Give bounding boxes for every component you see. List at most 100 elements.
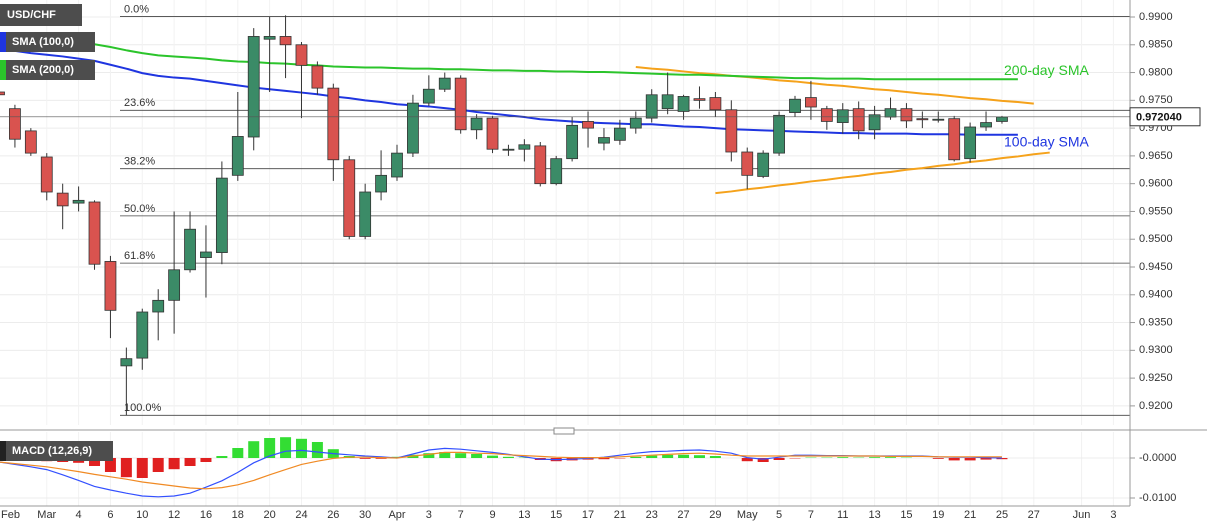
x-tick-label: 26	[327, 509, 339, 521]
x-tick-label: 25	[996, 509, 1008, 521]
candle-body	[105, 261, 116, 310]
macd-histogram-bar	[694, 455, 705, 458]
macd-histogram-bar	[678, 455, 689, 458]
macd-histogram-bar	[216, 456, 227, 458]
candle-body	[917, 119, 928, 120]
x-tick-label: 24	[295, 509, 307, 521]
x-tick-label: 9	[489, 509, 495, 521]
legend-swatch	[0, 32, 6, 52]
candle-body	[981, 123, 992, 127]
candle-body	[726, 110, 737, 152]
candle-body	[837, 110, 848, 123]
macd-histogram-bar	[153, 458, 164, 472]
candle-body	[25, 131, 36, 153]
candle-body	[805, 98, 816, 107]
x-tick-label: 6	[107, 509, 113, 521]
x-tick-label: 23	[646, 509, 658, 521]
candle-body	[551, 159, 562, 184]
y-tick-label: 0.9450	[1139, 261, 1173, 273]
candle-body	[232, 136, 243, 175]
x-tick-label: 16	[200, 509, 212, 521]
macd-histogram-bar	[200, 458, 211, 462]
macd-histogram-bar	[837, 457, 848, 458]
x-tick-label: 12	[168, 509, 180, 521]
fib-label: 50.0%	[124, 203, 155, 215]
macd-histogram-bar	[169, 458, 180, 469]
sma-annotation: 100-day SMA	[1004, 133, 1089, 149]
candle-body	[360, 192, 371, 236]
candle-body	[471, 118, 482, 130]
x-tick-label: 7	[458, 509, 464, 521]
candle-body	[376, 175, 387, 192]
y-tick-label: -0.0000	[1139, 452, 1176, 464]
x-tick-label: 15	[900, 509, 912, 521]
x-tick-label: May	[737, 509, 758, 521]
x-tick-label: 11	[837, 509, 848, 521]
x-tick-label: 20	[264, 509, 276, 521]
macd-histogram-bar	[360, 458, 371, 459]
candle-body	[439, 78, 450, 89]
y-tick-label: 0.9600	[1139, 178, 1173, 190]
macd-histogram-bar	[774, 458, 785, 460]
macd-histogram-bar	[185, 458, 196, 466]
x-tick-label: Feb	[1, 509, 20, 521]
macd-histogram-bar	[137, 458, 148, 478]
candle-body	[9, 109, 20, 140]
macd-histogram-bar	[710, 456, 721, 458]
candle-body	[678, 96, 689, 111]
y-tick-label: 0.9550	[1139, 205, 1173, 217]
y-tick-label: 0.9300	[1139, 344, 1173, 356]
macd-histogram-bar	[471, 454, 482, 458]
fib-label: 100.0%	[124, 402, 162, 414]
candle-body	[455, 78, 466, 130]
candle-body	[248, 36, 259, 137]
candle-body	[598, 138, 609, 144]
x-tick-label: 3	[426, 509, 432, 521]
macd-histogram-bar	[248, 441, 259, 458]
y-tick-label: 0.9750	[1139, 94, 1173, 106]
x-tick-label: Apr	[388, 509, 405, 521]
resize-handle	[554, 428, 574, 434]
candle-body	[137, 312, 148, 358]
macd-title: MACD (12,26,9)	[12, 445, 92, 457]
y-tick-label: 0.9350	[1139, 316, 1173, 328]
candle-body	[487, 118, 498, 149]
x-tick-label: 4	[76, 509, 82, 521]
y-tick-label: 0.9500	[1139, 233, 1173, 245]
candle-body	[392, 153, 403, 177]
candle-body	[328, 88, 339, 160]
x-tick-label: 3	[1110, 509, 1116, 521]
y-tick-label: 0.9850	[1139, 39, 1173, 51]
candle-body	[630, 118, 641, 128]
candle-body	[296, 45, 307, 66]
candle-body	[73, 200, 84, 203]
x-tick-label: Mar	[37, 509, 56, 521]
candle-body	[519, 145, 530, 149]
candle-body	[790, 99, 801, 112]
candle-body	[949, 119, 960, 160]
y-tick-label: 0.9800	[1139, 66, 1173, 78]
candle-body	[89, 202, 100, 264]
candle-body	[0, 92, 5, 95]
candle-body	[583, 121, 594, 128]
candle-body	[567, 125, 578, 158]
candle-body	[312, 66, 323, 88]
candle-body	[57, 193, 68, 206]
legend-swatch	[0, 441, 6, 461]
macd-histogram-bar	[965, 458, 976, 460]
fib-label: 38.2%	[124, 156, 155, 168]
y-tick-label: 0.9250	[1139, 372, 1173, 384]
legend-label: SMA (200,0)	[12, 64, 74, 76]
x-tick-label: 13	[868, 509, 880, 521]
candle-body	[821, 109, 832, 122]
x-tick-label: 27	[1028, 509, 1040, 521]
candle-body	[535, 146, 546, 184]
candle-body	[423, 89, 434, 103]
legend-swatch	[0, 60, 6, 80]
macd-histogram-bar	[933, 458, 944, 459]
macd-histogram-bar	[630, 457, 641, 458]
candle-body	[41, 157, 52, 192]
y-tick-label: 0.9650	[1139, 150, 1173, 162]
candle-body	[407, 103, 418, 153]
